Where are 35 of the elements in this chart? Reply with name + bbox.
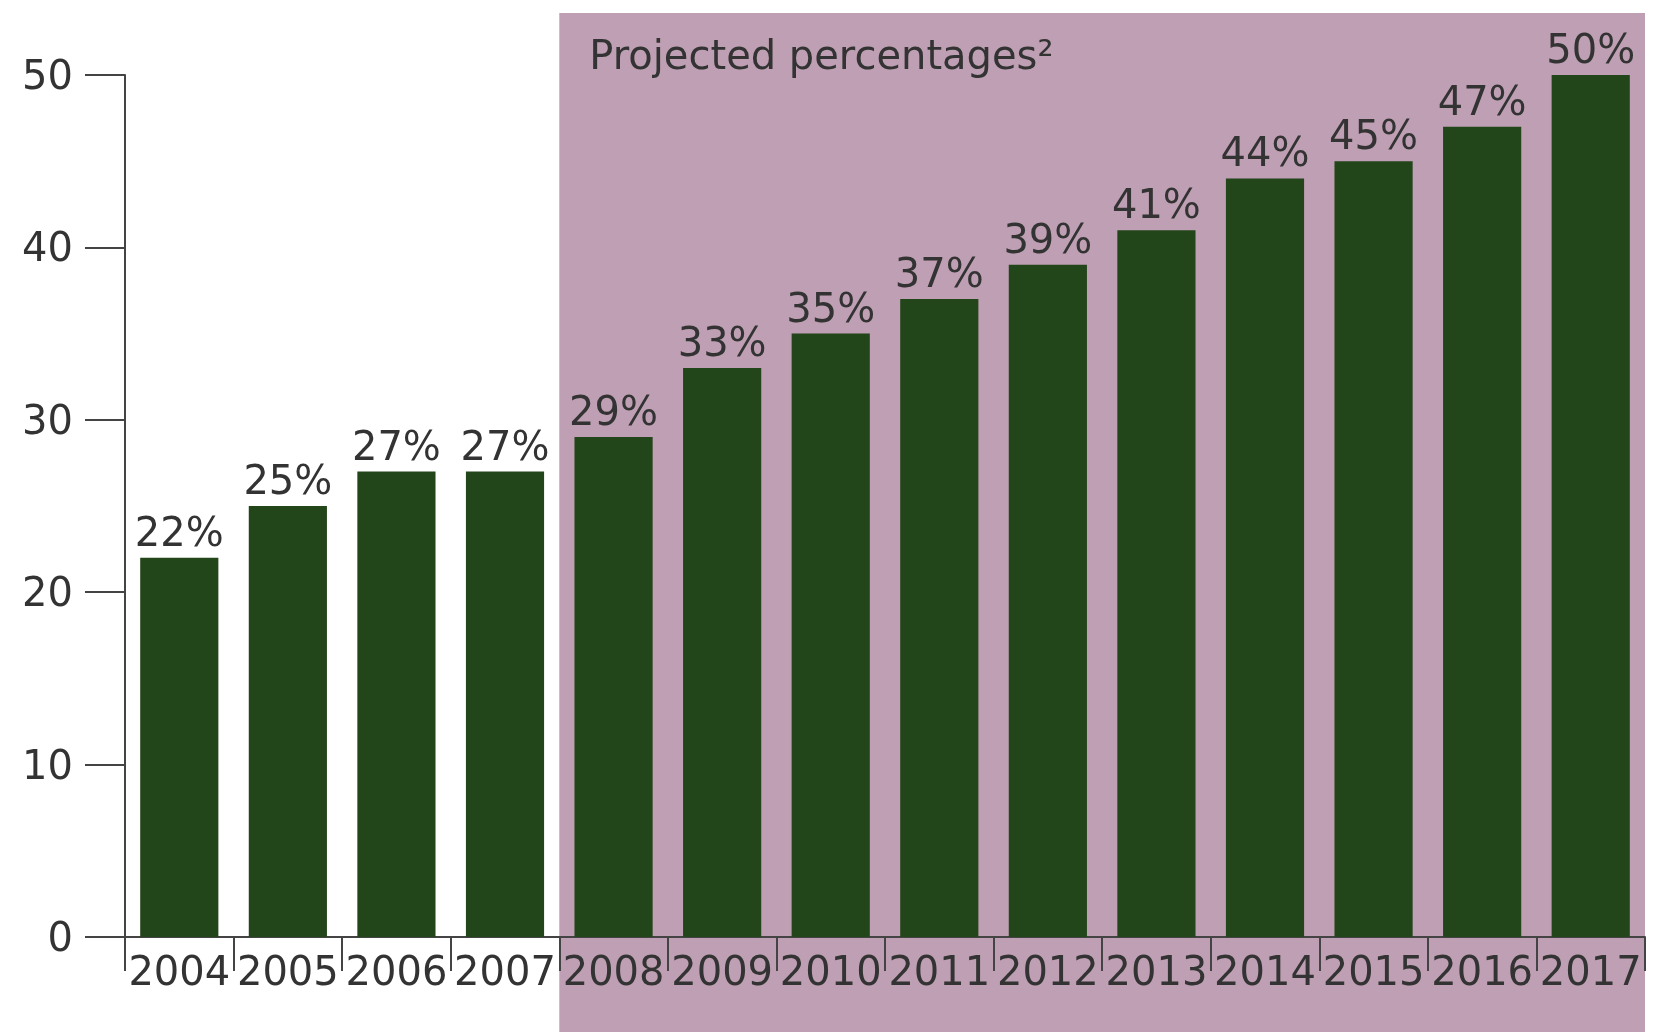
data-label: 35% xyxy=(786,284,876,331)
data-label: 22% xyxy=(134,508,224,555)
x-tick-label: 2012 xyxy=(996,948,1099,994)
data-label: 37% xyxy=(894,250,984,297)
data-label: 29% xyxy=(569,388,659,435)
data-label: 45% xyxy=(1329,112,1419,159)
data-label: 27% xyxy=(460,422,550,469)
x-tick-label: 2013 xyxy=(1105,948,1208,994)
data-label: 39% xyxy=(1003,215,1093,262)
y-tick-label: 40 xyxy=(22,224,73,271)
y-tick-label: 50 xyxy=(22,52,73,98)
x-tick-label: 2010 xyxy=(779,948,882,994)
x-tick-label: 2011 xyxy=(888,948,991,994)
band-label: Projected percentages² xyxy=(589,32,1054,78)
x-tick-label: 2015 xyxy=(1322,948,1425,994)
x-tick-label: 2006 xyxy=(345,948,448,994)
data-label: 25% xyxy=(243,457,333,503)
x-tick-label: 2005 xyxy=(236,948,339,994)
data-label: 47% xyxy=(1437,77,1527,124)
data-label: 44% xyxy=(1220,129,1310,176)
x-tick-label: 2017 xyxy=(1539,948,1642,994)
y-tick-label: 20 xyxy=(22,569,73,616)
x-tick-label: 2008 xyxy=(562,948,665,994)
x-tick-label: 2007 xyxy=(454,948,556,994)
y-tick-label: 30 xyxy=(22,396,73,443)
x-tick-label: 2014 xyxy=(1214,948,1316,994)
data-label: 50% xyxy=(1546,26,1636,72)
data-label: 27% xyxy=(351,422,441,469)
data-label: 41% xyxy=(1111,181,1201,228)
x-tick-label: 2004 xyxy=(128,948,231,994)
x-tick-label: 2016 xyxy=(1431,948,1534,994)
y-tick-label: 10 xyxy=(22,741,73,788)
y-tick-label: 0 xyxy=(47,914,73,960)
data-label: 33% xyxy=(677,319,767,366)
x-tick-label: 2009 xyxy=(671,948,774,994)
